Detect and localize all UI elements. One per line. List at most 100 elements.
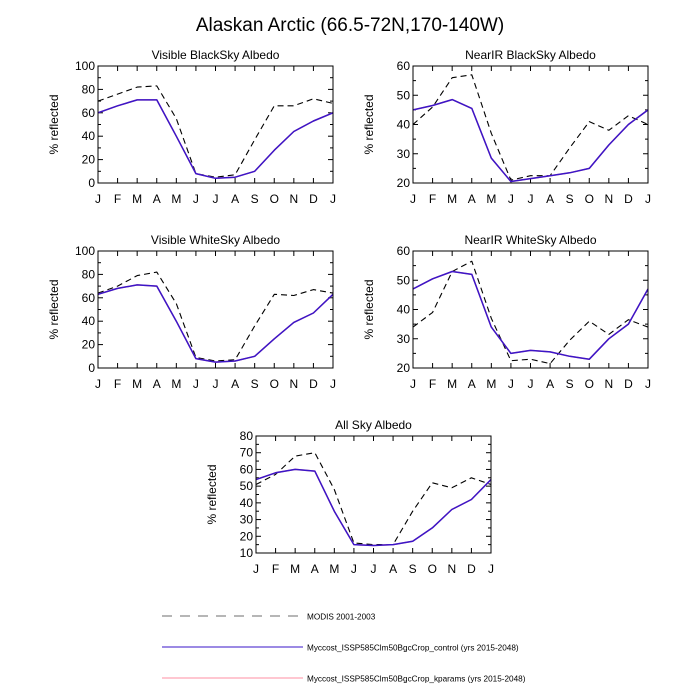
plot-frame bbox=[255, 435, 492, 554]
x-tick-label: A bbox=[468, 192, 476, 206]
plot-frame bbox=[97, 250, 334, 369]
x-tick-label: J bbox=[213, 192, 219, 206]
panel-all-sky-albedo: All Sky Albedo % reflected 10 20 30 40 50 60 70 8… bbox=[205, 418, 494, 576]
x-tick-label: M bbox=[290, 562, 300, 576]
y-tick-label: 30 bbox=[397, 332, 411, 346]
x-tick-label: J bbox=[410, 377, 416, 391]
series-line-modis-2001-2003 bbox=[98, 271, 333, 362]
x-tick-label: M bbox=[486, 377, 496, 391]
x-tick-label: J bbox=[330, 192, 336, 206]
x-tick-label: D bbox=[624, 377, 633, 391]
legend-label: MODIS 2001-2003 bbox=[307, 613, 376, 622]
x-tick-label: J bbox=[508, 192, 514, 206]
x-tick-label: J bbox=[410, 192, 416, 206]
x-tick-label: A bbox=[546, 192, 554, 206]
y-tick-label: 10 bbox=[240, 546, 254, 560]
x-tick-label: J bbox=[95, 377, 101, 391]
x-tick-label: J bbox=[193, 192, 199, 206]
series-line-myccost-issp585clm50bgccrop-kparams-yrs-2015-2048 bbox=[98, 99, 333, 180]
series-line-myccost-issp585clm50bgccrop-control-yrs-2015-2048 bbox=[98, 284, 333, 363]
x-tick-label: A bbox=[231, 192, 239, 206]
x-tick-label: D bbox=[309, 377, 318, 391]
x-tick-label: M bbox=[171, 377, 181, 391]
panel-title: Visible BlackSky Albedo bbox=[152, 48, 280, 62]
y-tick-label: 40 bbox=[82, 129, 96, 143]
x-tick-label: O bbox=[585, 377, 594, 391]
legend-item-1: MODIS 2001-2003 bbox=[162, 613, 376, 622]
x-tick-label: S bbox=[251, 192, 259, 206]
y-tick-label: 70 bbox=[240, 446, 254, 460]
series-line-myccost-issp585clm50bgccrop-control-yrs-2015-2048 bbox=[256, 468, 491, 547]
y-axis-label: % reflected bbox=[47, 279, 61, 339]
y-tick-label: 40 bbox=[240, 496, 254, 510]
series-line-modis-2001-2003 bbox=[413, 74, 648, 181]
plot-frame bbox=[412, 65, 649, 184]
x-tick-label: J bbox=[528, 192, 534, 206]
x-tick-label: N bbox=[447, 562, 456, 576]
y-tick-label: 20 bbox=[82, 153, 96, 167]
figure-title: Alaskan Arctic (66.5-72N,170-140W) bbox=[196, 15, 504, 36]
y-axis-label: % reflected bbox=[47, 94, 61, 154]
y-tick-label: 20 bbox=[397, 176, 411, 190]
x-tick-label: S bbox=[409, 562, 417, 576]
x-tick-label: D bbox=[467, 562, 476, 576]
x-tick-label: S bbox=[566, 192, 574, 206]
x-tick-label: N bbox=[289, 377, 298, 391]
y-tick-label: 20 bbox=[82, 338, 96, 352]
y-tick-label: 50 bbox=[397, 88, 411, 102]
y-tick-label: 100 bbox=[75, 244, 95, 258]
y-tick-label: 100 bbox=[75, 59, 95, 73]
panel-visible-whitesky-albedo: Visible WhiteSky Albedo % reflected 0 20 40 6… bbox=[47, 233, 336, 391]
legend: MODIS 2001-2003 Myccost_ISSP585Clm50BgcCr… bbox=[162, 613, 526, 684]
x-tick-label: M bbox=[486, 192, 496, 206]
panel-title: Visible WhiteSky Albedo bbox=[151, 233, 281, 247]
x-tick-label: J bbox=[351, 562, 357, 576]
x-tick-label: N bbox=[289, 192, 298, 206]
y-tick-label: 80 bbox=[240, 429, 254, 443]
x-tick-label: A bbox=[231, 377, 239, 391]
x-tick-label: O bbox=[270, 192, 279, 206]
y-tick-label: 40 bbox=[397, 303, 411, 317]
x-tick-label: J bbox=[508, 377, 514, 391]
y-tick-label: 60 bbox=[397, 244, 411, 258]
x-tick-label: S bbox=[251, 377, 259, 391]
y-tick-label: 40 bbox=[397, 118, 411, 132]
x-tick-label: M bbox=[447, 377, 457, 391]
series-line-modis-2001-2003 bbox=[256, 452, 491, 546]
series-line-modis-2001-2003 bbox=[98, 85, 333, 178]
chart-panels: Visible BlackSky Albedo % reflected 0 20 40 6… bbox=[47, 48, 651, 576]
series-line-myccost-issp585clm50bgccrop-control-yrs-2015-2048 bbox=[413, 98, 648, 183]
y-tick-label: 80 bbox=[82, 82, 96, 96]
legend-label: Myccost_ISSP585Clm50BgcCrop_kparams (yrs… bbox=[307, 675, 526, 684]
x-tick-label: M bbox=[171, 192, 181, 206]
x-tick-label: A bbox=[311, 562, 319, 576]
x-tick-label: J bbox=[645, 192, 651, 206]
x-tick-label: O bbox=[270, 377, 279, 391]
y-tick-label: 0 bbox=[88, 361, 95, 375]
x-tick-label: A bbox=[389, 562, 397, 576]
y-axis-label: % reflected bbox=[362, 279, 376, 339]
x-tick-label: A bbox=[468, 377, 476, 391]
x-tick-label: A bbox=[153, 192, 161, 206]
x-tick-label: J bbox=[330, 377, 336, 391]
x-tick-label: F bbox=[272, 562, 279, 576]
x-tick-label: M bbox=[447, 192, 457, 206]
legend-label: Myccost_ISSP585Clm50BgcCrop_control (yrs… bbox=[307, 644, 519, 653]
x-tick-label: J bbox=[193, 377, 199, 391]
y-tick-label: 60 bbox=[397, 59, 411, 73]
series-line-modis-2001-2003 bbox=[413, 260, 648, 365]
plot-frame bbox=[412, 250, 649, 369]
panel-title: All Sky Albedo bbox=[335, 418, 412, 432]
y-tick-label: 0 bbox=[88, 176, 95, 190]
x-tick-label: J bbox=[213, 377, 219, 391]
x-tick-label: J bbox=[95, 192, 101, 206]
x-tick-label: D bbox=[309, 192, 318, 206]
x-tick-label: M bbox=[329, 562, 339, 576]
series-line-myccost-issp585clm50bgccrop-kparams-yrs-2015-2048 bbox=[98, 284, 333, 363]
x-tick-label: D bbox=[624, 192, 633, 206]
x-tick-label: J bbox=[253, 562, 259, 576]
y-tick-label: 30 bbox=[397, 147, 411, 161]
panel-nearir-blacksky-albedo: NearIR BlackSky Albedo % reflected 20 30 40 5… bbox=[362, 48, 651, 206]
legend-item-2: Myccost_ISSP585Clm50BgcCrop_control (yrs… bbox=[162, 644, 519, 653]
